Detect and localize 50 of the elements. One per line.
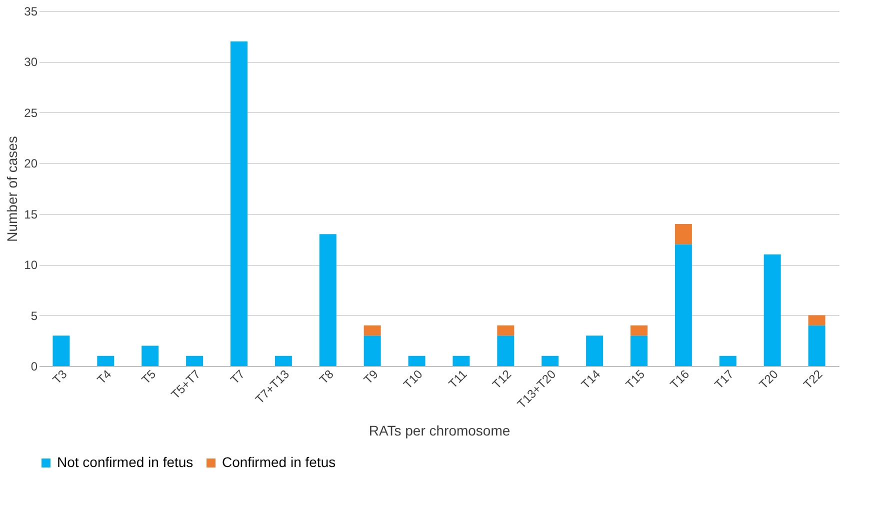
bar	[808, 325, 826, 366]
x-tick-label: T5	[138, 366, 159, 387]
x-axis-title: RATs per chromosome	[368, 422, 510, 438]
x-tick-label: T7	[228, 366, 248, 387]
y-tick-label: 20	[24, 156, 38, 171]
bar	[542, 356, 559, 366]
x-tick-label: T16	[667, 366, 692, 392]
bar	[97, 356, 114, 366]
bar	[497, 336, 514, 366]
bar	[408, 356, 426, 366]
bar	[719, 356, 736, 366]
bar	[630, 325, 648, 336]
bar	[674, 224, 692, 244]
bar	[674, 244, 692, 366]
x-tick-label: T22	[800, 366, 826, 392]
y-tick-label: 25	[24, 106, 38, 120]
bar	[364, 325, 381, 336]
y-tick-label: 35	[24, 4, 38, 18]
y-tick-label: 0	[30, 360, 38, 374]
bar	[452, 356, 470, 366]
x-tick-label: T15	[622, 366, 648, 392]
bar	[142, 346, 159, 366]
x-tick-label: T17	[712, 366, 737, 392]
x-tick-label: T3	[50, 366, 70, 387]
bar	[52, 336, 70, 366]
y-tick-label: 5	[30, 308, 38, 323]
bar	[230, 41, 248, 366]
x-tick-label: T12	[490, 366, 514, 392]
y-axis-title: Number of cases	[4, 136, 20, 242]
bar	[630, 336, 648, 366]
bar	[319, 234, 336, 366]
y-tick-label: 15	[24, 207, 38, 222]
x-tick-label: T10	[400, 366, 426, 392]
x-tick-label: T4	[94, 366, 114, 387]
y-tick-label: 10	[24, 258, 38, 272]
bar	[274, 356, 292, 366]
bar	[586, 336, 604, 366]
x-tick-label: T9	[361, 366, 382, 387]
x-tick-label: T14	[578, 366, 604, 392]
x-tick-label: T20	[756, 366, 782, 392]
x-tick-label: T11	[446, 366, 470, 391]
bar	[497, 325, 514, 336]
bar	[808, 315, 826, 326]
bar	[364, 336, 381, 366]
bar	[186, 356, 204, 366]
legend-label: Confirmed in fetus	[222, 454, 336, 470]
bar	[764, 254, 781, 366]
legend-label: Not confirmed in fetus	[57, 454, 194, 470]
x-tick-label: T8	[316, 366, 337, 387]
y-tick-label: 30	[24, 55, 38, 70]
